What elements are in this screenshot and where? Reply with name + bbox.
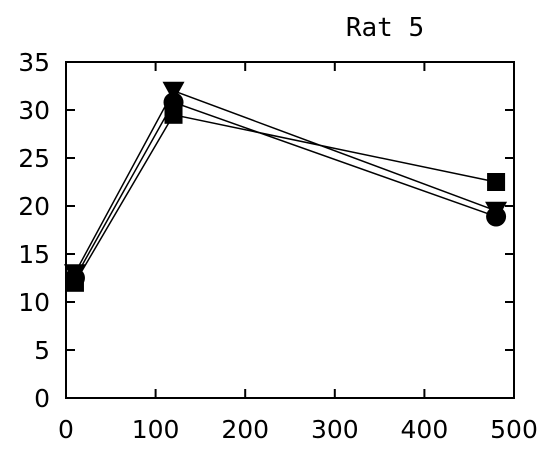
x-tick-label: 400 xyxy=(401,415,449,444)
triangle-down-marker xyxy=(63,264,86,285)
x-axis-ticks: 0 100 200 300 400 500 xyxy=(58,62,538,444)
series-square xyxy=(65,105,506,292)
y-tick-label: 0 xyxy=(34,384,50,413)
x-tick-label: 100 xyxy=(132,415,180,444)
series-line xyxy=(74,101,497,279)
x-tick-label: 0 xyxy=(58,415,74,444)
plot-frame xyxy=(65,61,515,399)
series-line xyxy=(74,113,497,284)
circle-marker xyxy=(163,92,184,113)
series-line xyxy=(74,89,497,274)
square-marker xyxy=(487,173,506,191)
y-tick-label: 20 xyxy=(18,192,50,221)
x-tick-label: 200 xyxy=(221,415,269,444)
y-axis-ticks: 0 5 10 15 20 25 30 35 xyxy=(18,48,514,413)
x-tick-label: 500 xyxy=(490,415,538,444)
y-tick-label: 30 xyxy=(18,96,50,125)
y-tick-label: 25 xyxy=(18,144,50,173)
x-tick-label: 300 xyxy=(311,415,359,444)
y-tick-label: 5 xyxy=(34,336,50,365)
y-tick-label: 15 xyxy=(18,240,50,269)
triangle-down-marker xyxy=(485,201,508,222)
chart-title: Rat 5 xyxy=(346,13,424,43)
series-layer xyxy=(63,81,508,292)
y-tick-label: 10 xyxy=(18,288,50,317)
series-triangle-down xyxy=(63,81,508,285)
y-tick-label: 35 xyxy=(18,48,50,77)
plot-border xyxy=(65,61,515,399)
triangle-down-marker xyxy=(162,81,185,102)
